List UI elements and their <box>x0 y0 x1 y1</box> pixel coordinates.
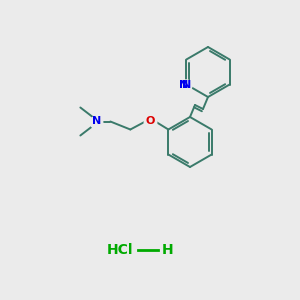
Text: O: O <box>146 116 155 127</box>
Text: N: N <box>92 116 101 127</box>
Text: H: H <box>162 243 174 257</box>
Text: N: N <box>179 80 188 91</box>
Text: N: N <box>182 80 191 89</box>
Text: HCl: HCl <box>107 243 133 257</box>
